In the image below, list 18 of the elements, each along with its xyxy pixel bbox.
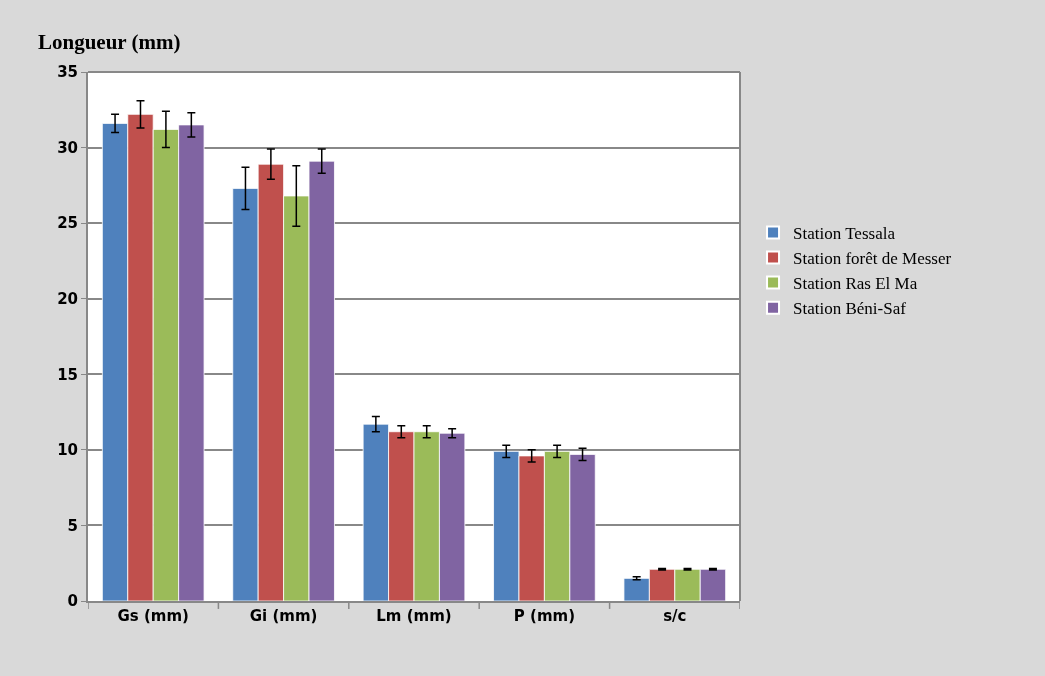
x-tick-label: Gi (mm) xyxy=(249,607,318,625)
x-tick-label: Lm (mm) xyxy=(376,607,452,625)
y-axis-title: Longueur (mm) xyxy=(38,30,181,54)
legend-label: Station Tessala xyxy=(793,224,896,244)
legend-label: Station forêt de Messer xyxy=(793,249,952,269)
y-tick-label: 5 xyxy=(67,516,78,535)
x-tick-label: Gs (mm) xyxy=(117,607,189,625)
y-tick-label: 25 xyxy=(57,214,78,233)
y-tick-label: 20 xyxy=(57,289,78,308)
y-tick-label: 15 xyxy=(57,365,78,384)
legend-label: Station Béni-Saf xyxy=(793,299,907,319)
y-tick-label: 10 xyxy=(57,441,78,460)
y-tick-label: 30 xyxy=(57,138,78,157)
x-tick-label: s/c xyxy=(663,607,687,625)
x-tick-label: P (mm) xyxy=(513,607,575,625)
legend-label: Station Ras El Ma xyxy=(793,274,918,294)
y-tick-label: 0 xyxy=(67,592,78,611)
y-tick-label: 35 xyxy=(57,63,78,82)
